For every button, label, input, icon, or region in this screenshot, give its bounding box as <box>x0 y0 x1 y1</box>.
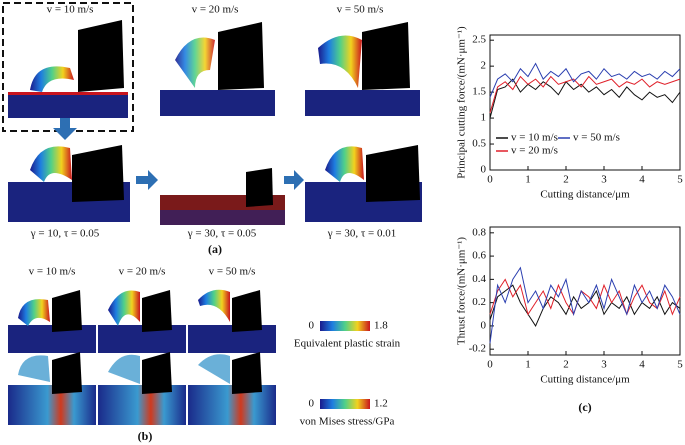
image-label: v = 50 m/s <box>337 4 384 16</box>
series-line <box>489 62 681 98</box>
x-tick-label: 0 <box>487 174 493 186</box>
sim-image <box>160 22 275 116</box>
image-label: v = 20 m/s <box>119 266 166 278</box>
y-tick-label: 1 <box>481 112 487 124</box>
panel-label: (b) <box>138 429 153 443</box>
sim-image <box>305 145 422 222</box>
y-tick-label: 0.6 <box>472 250 486 262</box>
y-tick-label: 0.2 <box>472 296 486 308</box>
x-tick-label: 0 <box>487 359 493 371</box>
plot-frame <box>489 226 681 356</box>
colorbar <box>320 321 370 331</box>
series-line <box>489 75 681 114</box>
x-tick-label: 5 <box>677 174 683 186</box>
x-tick-label: 2 <box>563 359 569 371</box>
sim-image <box>188 352 276 425</box>
x-tick-label: 1 <box>525 174 531 186</box>
panel-label: (c) <box>578 400 591 414</box>
colorbar-max: 1.2 <box>374 398 388 410</box>
panel-label: (a) <box>208 242 222 256</box>
sim-image <box>98 290 186 353</box>
x-tick-label: 4 <box>639 174 645 186</box>
sim-image <box>8 352 96 425</box>
sim-image <box>188 289 276 353</box>
image-label: v = 50 m/s <box>209 266 256 278</box>
sim-image <box>8 20 128 118</box>
arrow <box>284 170 304 190</box>
image-label: v = 20 m/s <box>192 4 239 16</box>
colorbar <box>320 399 370 409</box>
image-label: v = 10 m/s <box>29 266 76 278</box>
x-axis-label: Cutting distance/μm <box>540 374 630 386</box>
x-axis-label: Cutting distance/μm <box>540 189 630 201</box>
y-tick-label: 0.4 <box>472 273 486 285</box>
legend-label: v = 20 m/s <box>511 145 558 157</box>
sim-image <box>98 352 186 425</box>
y-tick-label: -0.2 <box>469 343 486 355</box>
image-label: γ = 30, τ = 0.05 <box>187 228 257 240</box>
series-line <box>489 78 681 119</box>
x-tick-label: 5 <box>677 359 683 371</box>
y-tick-label: 2.5 <box>472 34 486 46</box>
y-tick-label: 0.5 <box>472 138 486 150</box>
colorbar-title: Equivalent plastic strain <box>294 338 401 350</box>
arrow <box>136 170 158 190</box>
legend-label: v = 50 m/s <box>573 132 620 144</box>
y-axis-label: Principal cutting force/(mN·μm⁻¹) <box>456 26 468 179</box>
x-tick-label: 2 <box>563 174 569 186</box>
image-label: γ = 10, τ = 0.05 <box>30 228 100 240</box>
y-axis-label: Thrust force/(mN·μm⁻¹) <box>456 237 468 346</box>
y-tick-label: 0 <box>481 319 487 331</box>
sim-image <box>8 145 130 222</box>
image-label: v = 10 m/s <box>47 4 94 16</box>
legend-label: v = 10 m/s <box>511 132 558 144</box>
charts: 0 0.5 1 1.5 2 2.5 0 1 2 3 4 5 Cutting distance/μm Pri… <box>456 26 684 414</box>
panel-b: v = 10 m/s v = 20 m/s v = 50 m/s 0 1.8 Equiva… <box>8 266 401 443</box>
colorbar-min: 0 <box>309 320 315 332</box>
y-tick-label: 0 <box>481 164 487 176</box>
x-tick-label: 1 <box>525 359 531 371</box>
plot-frame <box>489 34 681 171</box>
colorbar-max: 1.8 <box>374 320 388 332</box>
sim-image <box>8 290 96 353</box>
x-tick-label: 3 <box>601 359 607 371</box>
series-line <box>489 284 681 327</box>
image-label: γ = 30, τ = 0.01 <box>327 228 396 240</box>
x-tick-label: 4 <box>639 359 645 371</box>
sim-image <box>160 168 285 225</box>
arrow <box>53 118 77 140</box>
x-tick-label: 3 <box>601 174 607 186</box>
y-tick-label: 2 <box>481 60 487 72</box>
panel-a: v = 10 m/s v = 20 m/s v = 50 m/s γ = 10, τ … <box>2 2 422 256</box>
y-tick-label: 0.8 <box>472 226 486 238</box>
colorbar-min: 0 <box>309 398 315 410</box>
y-tick-label: 1.5 <box>472 86 486 98</box>
series-line <box>489 266 681 344</box>
colorbar-title: von Mises stress/GPa <box>300 416 395 428</box>
series-line <box>489 278 681 316</box>
sim-image <box>305 22 420 116</box>
